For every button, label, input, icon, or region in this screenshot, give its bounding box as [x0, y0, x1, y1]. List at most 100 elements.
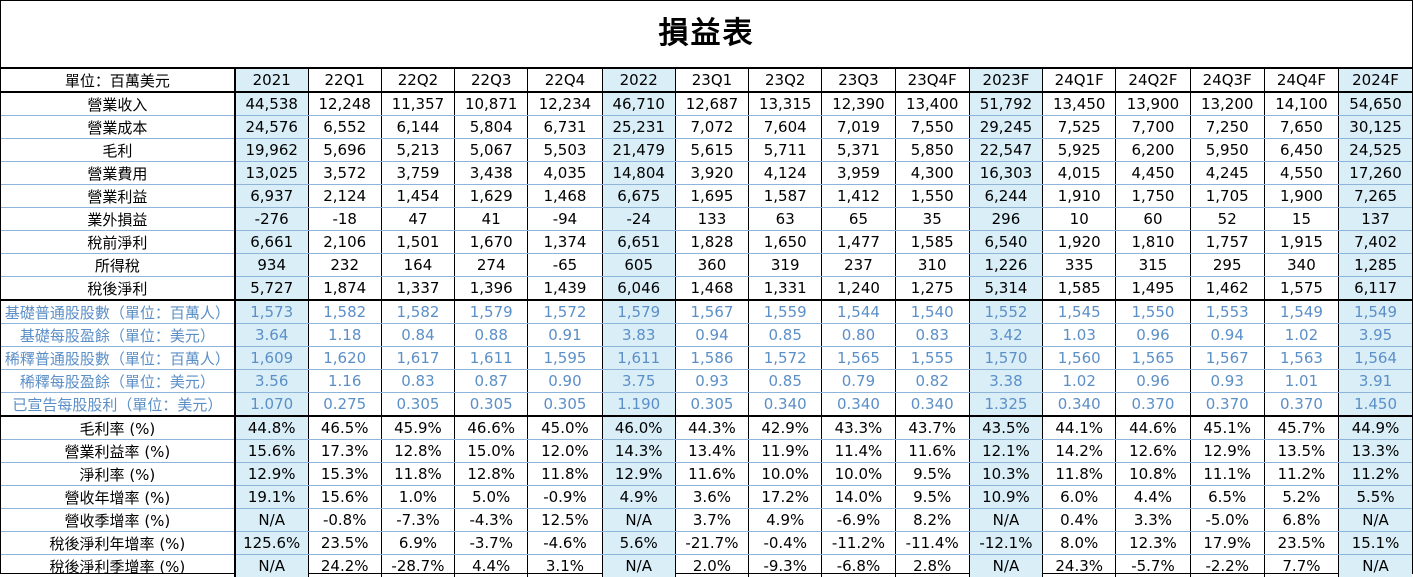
- table-cell: 15.1%: [1339, 532, 1412, 555]
- table-cell: 3.56: [235, 370, 308, 393]
- table-cell: 4,124: [749, 162, 822, 185]
- table-cell: 12,234: [528, 92, 602, 116]
- table-cell: 1,570: [969, 347, 1042, 370]
- column-header: 23Q4F: [895, 69, 969, 92]
- column-header: 2023F: [969, 69, 1042, 92]
- table-cell: 51,792: [969, 92, 1042, 116]
- table-cell: 1,549: [1264, 300, 1338, 324]
- table-cell: N/A: [235, 509, 308, 532]
- table-cell: 0.83: [895, 324, 969, 347]
- table-cell: 7,250: [1190, 116, 1264, 139]
- table-cell: 1,910: [1043, 185, 1116, 208]
- table-cell: 1,585: [1043, 277, 1116, 301]
- table-cell: 44.1%: [1043, 416, 1116, 440]
- table-cell: 6.0%: [1043, 486, 1116, 509]
- table-cell: 1,564: [1339, 347, 1412, 370]
- table-cell: 1,586: [675, 347, 748, 370]
- table-cell: 5,727: [235, 277, 308, 301]
- table-cell: 44.3%: [675, 416, 748, 440]
- table-cell: 3.3%: [1116, 509, 1190, 532]
- table-cell: 1,611: [602, 347, 675, 370]
- sheet-title: 損益表: [1, 1, 1412, 69]
- table-cell: 12.5%: [528, 509, 602, 532]
- row-label: 基礎每股盈餘（單位：美元）: [1, 324, 235, 347]
- table-cell: 296: [969, 208, 1042, 231]
- table-cell: 14.0%: [822, 486, 895, 509]
- table-cell: 6,731: [528, 116, 602, 139]
- table-cell: 1.450: [1339, 393, 1412, 417]
- table-cell: 9.5%: [895, 463, 969, 486]
- table-cell: -0.8%: [308, 509, 381, 532]
- table-cell: 5,067: [455, 139, 528, 162]
- table-cell: 4,245: [1190, 162, 1264, 185]
- table-cell: 4,035: [528, 162, 602, 185]
- table-cell: -5.0%: [1190, 509, 1264, 532]
- row-label: 營業利益率 (%): [1, 440, 235, 463]
- table-cell: 17.2%: [749, 486, 822, 509]
- table-cell: -11.2%: [822, 532, 895, 555]
- table-cell: 1,462: [1190, 277, 1264, 301]
- table-cell: 1,544: [822, 300, 895, 324]
- table-cell: 11.4%: [822, 440, 895, 463]
- table-cell: 0.305: [675, 393, 748, 417]
- table-cell: 24,576: [235, 116, 308, 139]
- table-cell: 1,240: [822, 277, 895, 301]
- table-cell: 0.94: [675, 324, 748, 347]
- table-cell: 0.82: [895, 370, 969, 393]
- table-cell: 1.02: [1264, 324, 1338, 347]
- table-cell: 5,850: [895, 139, 969, 162]
- table-cell: 274: [455, 254, 528, 277]
- table-cell: 2,124: [308, 185, 381, 208]
- table-cell: 3.64: [235, 324, 308, 347]
- table-cell: 310: [895, 254, 969, 277]
- table-cell: 3.75: [602, 370, 675, 393]
- table-cell: 43.7%: [895, 416, 969, 440]
- table-cell: 1,920: [1043, 231, 1116, 254]
- table-cell: 12.8%: [455, 463, 528, 486]
- table-cell: 0.84: [381, 324, 454, 347]
- table-cell: 3.6%: [675, 486, 748, 509]
- table-cell: 6,661: [235, 231, 308, 254]
- column-header: 22Q1: [308, 69, 381, 92]
- table-cell: 11.9%: [749, 440, 822, 463]
- table-cell: 46,710: [602, 92, 675, 116]
- table-cell: 0.93: [675, 370, 748, 393]
- column-header: 23Q2: [749, 69, 822, 92]
- table-cell: 3,920: [675, 162, 748, 185]
- table-cell: 1,620: [308, 347, 381, 370]
- table-cell: 4,300: [895, 162, 969, 185]
- table-cell: 3.7%: [675, 509, 748, 532]
- table-cell: 0.85: [749, 370, 822, 393]
- table-cell: 44.9%: [1339, 416, 1412, 440]
- table-cell: 1,540: [895, 300, 969, 324]
- table-cell: 13,025: [235, 162, 308, 185]
- table-cell: 9.5%: [895, 486, 969, 509]
- table-cell: 6,937: [235, 185, 308, 208]
- table-cell: 7,550: [895, 116, 969, 139]
- table-cell: 17.9%: [1190, 532, 1264, 555]
- table-cell: 3.42: [969, 324, 1042, 347]
- table-cell: -11.4%: [895, 532, 969, 555]
- table-cell: 24,525: [1339, 139, 1412, 162]
- table-cell: 1,828: [675, 231, 748, 254]
- table-cell: 5.6%: [602, 532, 675, 555]
- table-cell: 12.9%: [602, 463, 675, 486]
- table-cell: 6.9%: [381, 532, 454, 555]
- table-cell: 360: [675, 254, 748, 277]
- table-cell: -3.7%: [455, 532, 528, 555]
- column-header: 23Q3: [822, 69, 895, 92]
- table-cell: 23.5%: [308, 532, 381, 555]
- table-cell: 0.79: [822, 370, 895, 393]
- table-cell: 11.2%: [1339, 463, 1412, 486]
- row-label: 稀釋普通股股數（單位：百萬人）: [1, 347, 235, 370]
- table-cell: 232: [308, 254, 381, 277]
- table-cell: 295: [1190, 254, 1264, 277]
- table-cell: 164: [381, 254, 454, 277]
- table-cell: 45.1%: [1190, 416, 1264, 440]
